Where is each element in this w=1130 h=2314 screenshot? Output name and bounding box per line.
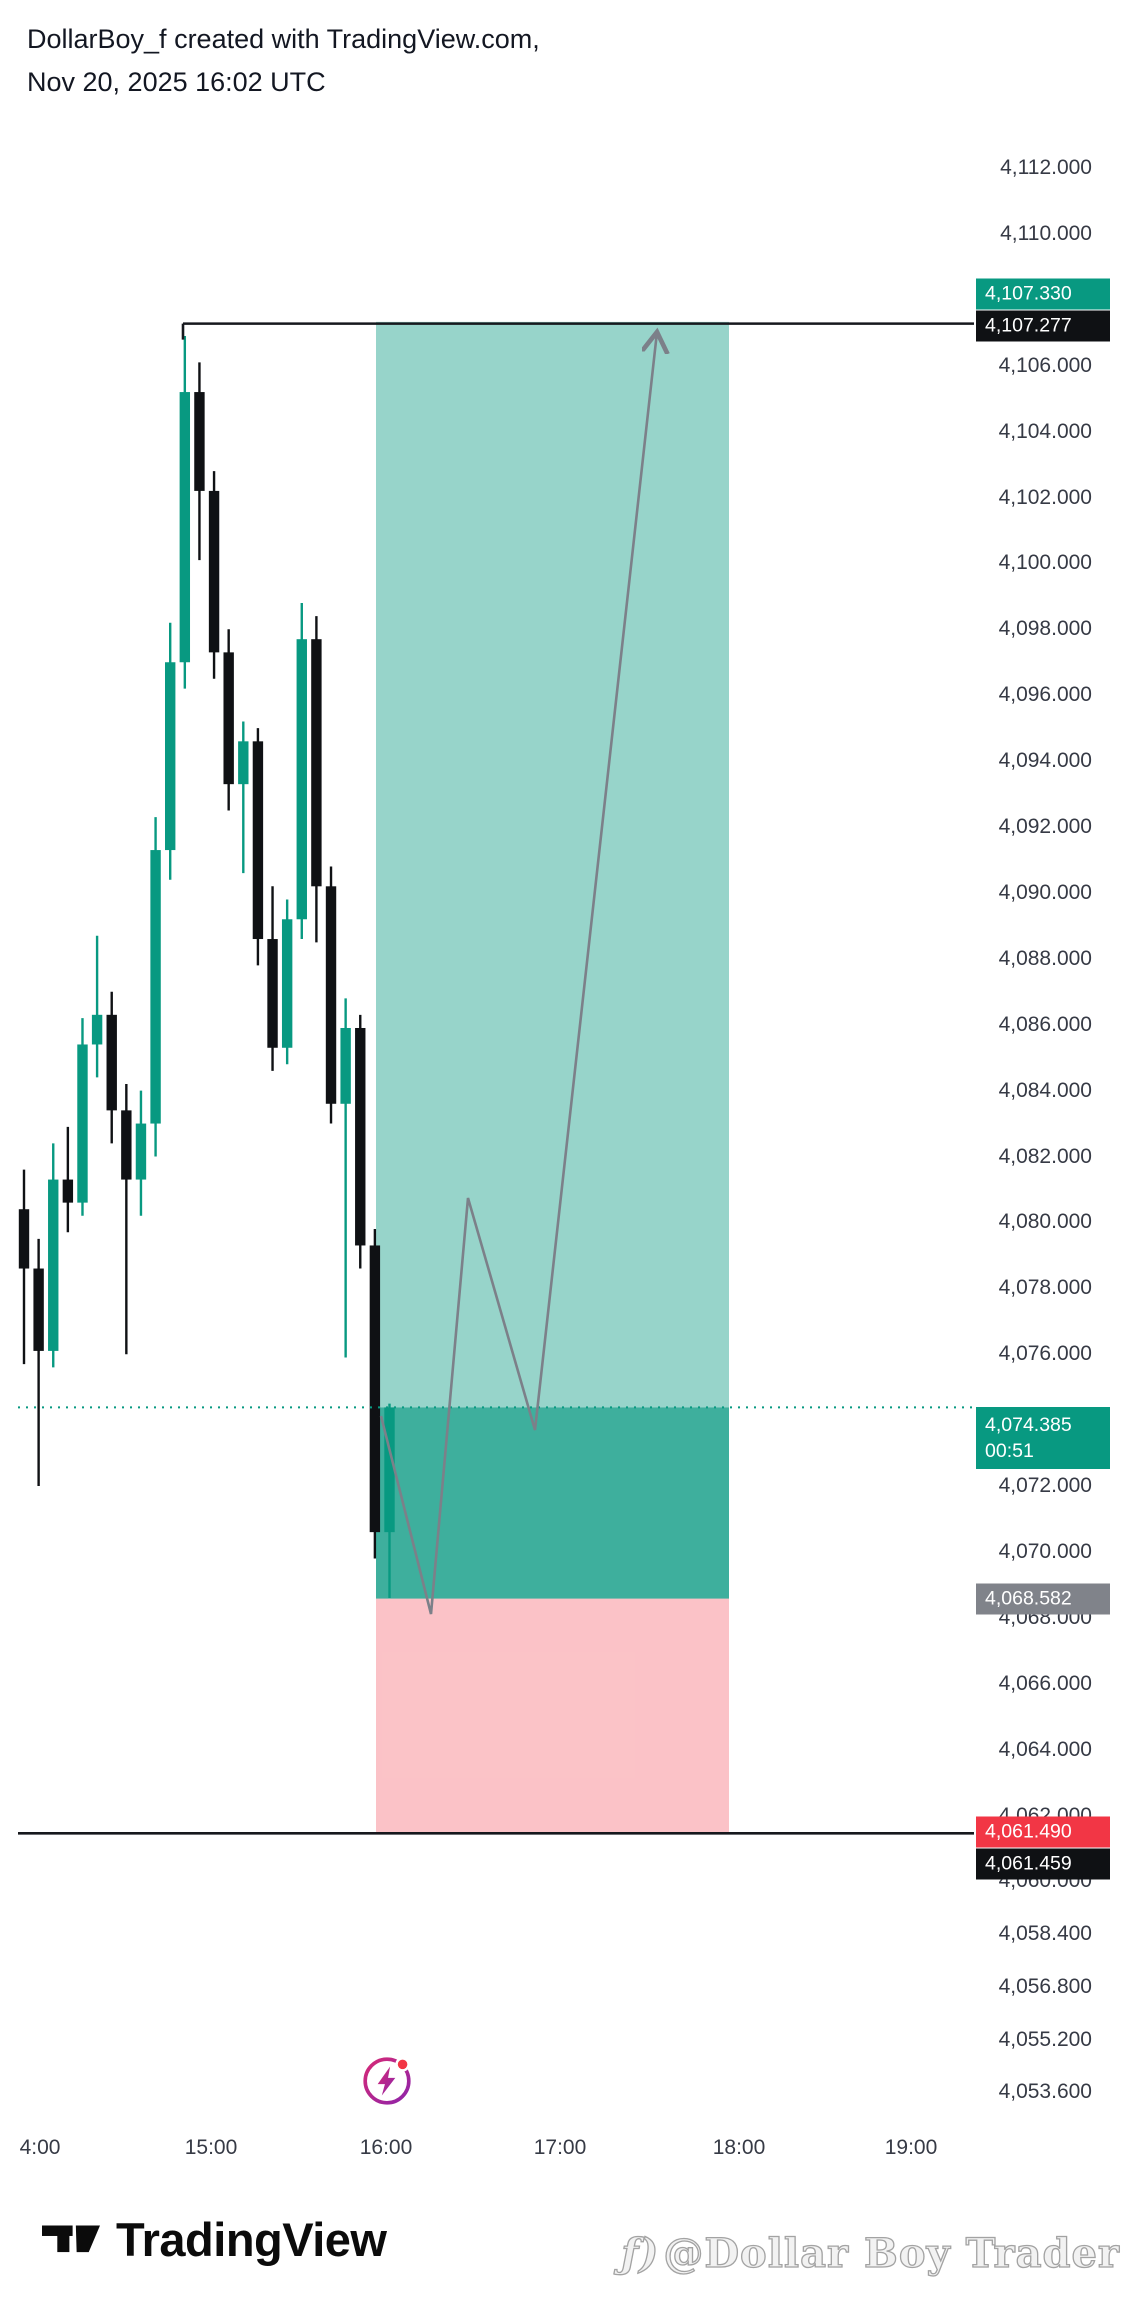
time-axis-label: 18:00 (712, 2136, 766, 2159)
price-axis-label: 4,076.000 (998, 1342, 1092, 1366)
candle-body (325, 886, 337, 1104)
price-axis-label: 4,078.000 (998, 1276, 1092, 1300)
price-axis-label: 4,055.200 (998, 2027, 1092, 2051)
candle-body (369, 1245, 381, 1533)
price-axis-label: 4,112.000 (1000, 156, 1092, 179)
candle-body (150, 850, 161, 1124)
time-axis-label: 16:00 (359, 2136, 413, 2159)
flash-dot (397, 2059, 408, 2070)
candlestick-series (18, 336, 395, 1599)
candle-body (106, 1014, 117, 1111)
attribution-line2: Nov 20, 2025 16:02 UTC (27, 67, 326, 98)
candle-body (281, 919, 293, 1048)
price-tag-line-high[interactable]: 4,107.277 (976, 310, 1110, 342)
tradingview-logo-icon (42, 2225, 100, 2252)
price-tag-stop[interactable]: 4,061.490 (976, 1816, 1110, 1848)
candle-body (121, 1110, 132, 1180)
price-axis-label: 4,084.000 (998, 1078, 1092, 1102)
long-position-tool[interactable] (376, 321, 729, 1833)
price-axis-label: 4,082.000 (998, 1144, 1092, 1168)
price-axis-label: 4,090.000 (998, 880, 1092, 904)
price-axis-label: 4,072.000 (998, 1474, 1092, 1497)
candle-body (223, 652, 234, 785)
price-tag-target[interactable]: 4,107.330 (976, 278, 1110, 310)
price-axis-label: 4,053.600 (998, 2080, 1092, 2104)
watermark: ƒ) @Dollar Boy Trader (621, 2229, 1120, 2277)
watermark-logo-glyph: ƒ) (621, 2229, 660, 2277)
candle-body (355, 1027, 366, 1246)
flash-icon-ring (363, 2057, 411, 2105)
price-axis-label: 4,080.000 (998, 1210, 1092, 1234)
candle-body (165, 662, 176, 851)
price-axis-label: 4,088.000 (998, 946, 1092, 970)
price-axis-label: 4,070.000 (998, 1539, 1092, 1563)
candle-body (267, 939, 278, 1048)
price-axis-label: 4,096.000 (998, 683, 1092, 707)
projection-arrow[interactable] (379, 332, 657, 1615)
price-axis-label: 4,064.000 (998, 1737, 1092, 1761)
price-axis-label: 4,100.000 (998, 551, 1092, 575)
profit-zone[interactable] (376, 321, 729, 1408)
candle-body (340, 1027, 351, 1104)
price-axis-label: 4,056.800 (998, 1974, 1092, 1998)
chart-attribution: DollarBoy_f created with TradingView.com… (27, 18, 540, 104)
price-tag-value: 4,061.459 (985, 1852, 1072, 1875)
candle-body (296, 639, 307, 920)
price-tag-value: 4,074.385 (985, 1413, 1072, 1436)
time-axis-label: 15:00 (184, 2136, 238, 2159)
candle-body (208, 490, 220, 653)
price-axis-label: 4,086.000 (998, 1012, 1092, 1036)
lightning-bolt-icon (377, 2066, 396, 2096)
stop-loss-zone[interactable] (376, 1598, 729, 1833)
candle-body (48, 1179, 59, 1351)
candle-body (179, 392, 191, 663)
candle-body (384, 1407, 395, 1533)
candle-body (238, 741, 249, 785)
price-axis-label: 4,092.000 (998, 815, 1092, 838)
price-tag-value: 4,068.582 (985, 1587, 1072, 1610)
attribution-line1: DollarBoy_f created with TradingView.com… (27, 24, 540, 54)
price-axis-label: 4,106.000 (998, 353, 1092, 377)
price-axis-label: 4,104.000 (998, 419, 1092, 443)
candle-body (252, 741, 264, 940)
tradingview-branding[interactable]: TradingView (42, 2212, 387, 2267)
candle-body (77, 1044, 88, 1203)
price-axis-label: 4,094.000 (998, 749, 1092, 773)
price-tag-value: 4,107.277 (985, 314, 1072, 337)
price-tag-value: 4,107.330 (985, 282, 1072, 305)
price-tag-value: 4,061.490 (985, 1820, 1072, 1843)
price-axis-label: 4,110.000 (1000, 221, 1092, 245)
candle-body (311, 639, 322, 887)
tradingview-wordmark[interactable]: TradingView (116, 2213, 387, 2266)
candle-body (33, 1268, 44, 1351)
time-axis-label: 4:00 (19, 2136, 61, 2159)
time-axis-label: 17:00 (533, 2136, 587, 2159)
flash-icon[interactable] (360, 2054, 414, 2108)
price-axis-label: 4,098.000 (998, 617, 1092, 641)
price-tag-entry[interactable]: 4,068.582 (976, 1583, 1110, 1615)
candle-body (194, 392, 205, 491)
price-axis-label: 4,058.400 (998, 1922, 1092, 1946)
price-axis-label: 4,102.000 (998, 485, 1092, 509)
watermark-text: @Dollar Boy Trader (663, 2229, 1120, 2277)
price-axis-label: 4,066.000 (998, 1671, 1092, 1695)
time-axis-label: 19:00 (884, 2136, 938, 2159)
candle-body (62, 1179, 74, 1203)
candle-body (18, 1209, 30, 1269)
price-tag-current[interactable]: 4,074.385 00:51 (976, 1407, 1110, 1469)
candle-body (91, 1014, 103, 1045)
price-tag-line-low[interactable]: 4,061.459 (976, 1848, 1110, 1880)
candle-body (135, 1123, 147, 1180)
bar-countdown: 00:51 (985, 1440, 1034, 1462)
